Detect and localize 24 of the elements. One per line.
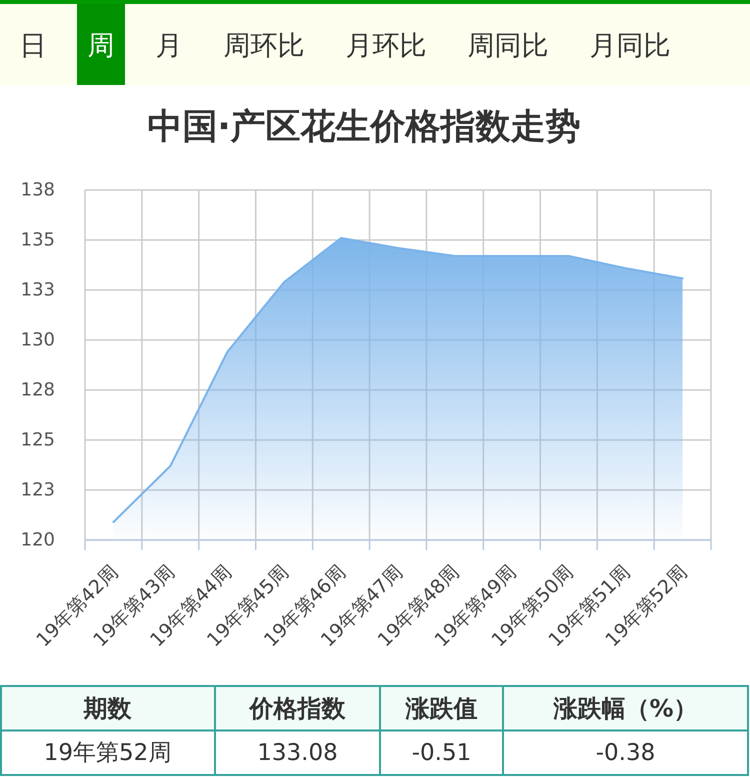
text: 月环比 (346, 30, 426, 62)
text: 涨跌值 (404, 694, 478, 722)
y-tick-label: 130 (20, 330, 55, 350)
chart-title: 中国·产区花生价格指数走势 (147, 107, 581, 147)
text: 涨跌幅（%） (552, 694, 698, 722)
text: -0.51 (412, 740, 472, 766)
y-tick-label: 120 (20, 530, 55, 550)
text: 期数 (82, 694, 132, 722)
y-tick-label: 138 (20, 180, 55, 200)
text: 周环比 (224, 30, 304, 62)
text: 月同比 (590, 30, 670, 62)
text: 133.08 (257, 740, 338, 766)
text: 周 (88, 30, 114, 62)
y-tick-label: 123 (20, 480, 55, 500)
text: 价格指数 (248, 694, 346, 722)
y-tick-label: 135 (20, 230, 55, 250)
text: 日 (20, 30, 46, 62)
y-tick-label: 133 (20, 280, 55, 300)
text: 周同比 (468, 30, 548, 62)
y-tick-label: 125 (20, 430, 55, 450)
y-tick-label: 128 (20, 380, 55, 400)
text: 月 (156, 30, 182, 62)
text: 19年第52周 (44, 740, 172, 766)
text: -0.38 (596, 740, 656, 766)
